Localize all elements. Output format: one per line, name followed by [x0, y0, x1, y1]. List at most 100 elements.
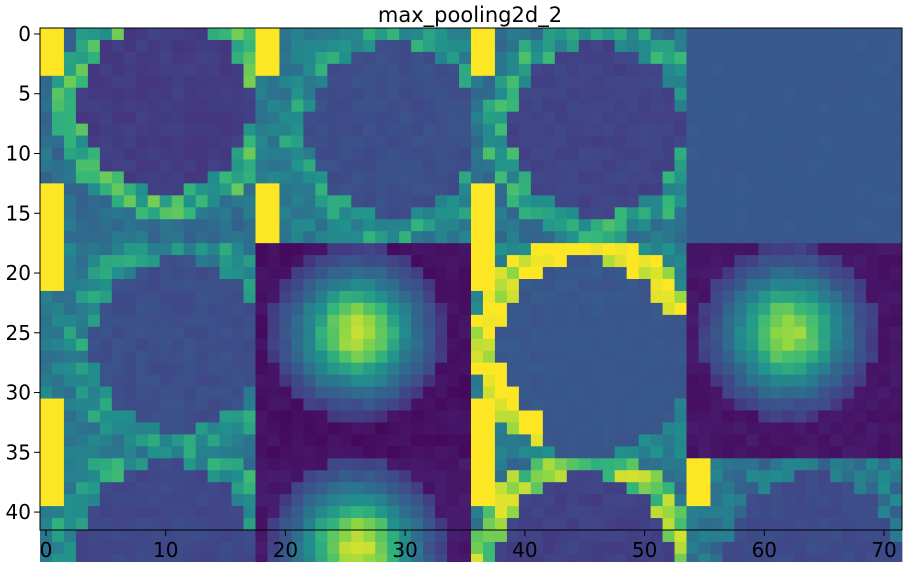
- heatmap-cell: [184, 399, 196, 411]
- heatmap-cell: [208, 124, 220, 136]
- heatmap-cell: [890, 100, 902, 112]
- heatmap-cell: [567, 195, 579, 207]
- heatmap-cell: [878, 506, 890, 518]
- heatmap-cell: [746, 518, 758, 530]
- heatmap-cell: [483, 40, 495, 52]
- heatmap-cell: [208, 28, 220, 40]
- heatmap-cell: [507, 64, 519, 76]
- heatmap-cell: [627, 219, 639, 231]
- heatmap-cell: [256, 470, 268, 482]
- heatmap-cell: [639, 339, 651, 351]
- heatmap-cell: [208, 458, 220, 470]
- heatmap-cell: [878, 422, 890, 434]
- heatmap-cell: [279, 506, 291, 518]
- heatmap-cell: [890, 136, 902, 148]
- heatmap-cell: [639, 195, 651, 207]
- heatmap-cell: [495, 279, 507, 291]
- heatmap-cell: [100, 375, 112, 387]
- y-tick-label: 20: [6, 261, 31, 285]
- heatmap-cell: [208, 231, 220, 243]
- heatmap-cell: [291, 136, 303, 148]
- heatmap-cell: [627, 351, 639, 363]
- heatmap-cell: [818, 267, 830, 279]
- heatmap-cell: [555, 494, 567, 506]
- heatmap-cell: [651, 339, 663, 351]
- heatmap-cell: [435, 422, 447, 434]
- heatmap-cell: [495, 482, 507, 494]
- heatmap-cell: [339, 422, 351, 434]
- heatmap-cell: [746, 88, 758, 100]
- heatmap-cell: [447, 542, 459, 554]
- heatmap-cell: [435, 124, 447, 136]
- heatmap-cell: [722, 506, 734, 518]
- heatmap-cell: [830, 52, 842, 64]
- heatmap-cell: [363, 88, 375, 100]
- heatmap-cell: [291, 434, 303, 446]
- heatmap-cell: [591, 279, 603, 291]
- heatmap-cell: [387, 518, 399, 530]
- heatmap-cell: [339, 446, 351, 458]
- heatmap-cell: [519, 148, 531, 160]
- heatmap-cell: [220, 124, 232, 136]
- heatmap-cell: [675, 267, 687, 279]
- heatmap-cell: [40, 399, 52, 411]
- heatmap-cell: [351, 171, 363, 183]
- heatmap-cell: [603, 291, 615, 303]
- heatmap-cell: [579, 339, 591, 351]
- heatmap-cell: [244, 28, 256, 40]
- heatmap-cell: [471, 482, 483, 494]
- heatmap-cell: [315, 112, 327, 124]
- heatmap-cell: [627, 231, 639, 243]
- heatmap-cell: [878, 243, 890, 255]
- heatmap-cell: [758, 434, 770, 446]
- heatmap-cell: [675, 183, 687, 195]
- heatmap-cell: [854, 219, 866, 231]
- heatmap-cell: [148, 506, 160, 518]
- heatmap-cell: [603, 183, 615, 195]
- heatmap-cell: [794, 518, 806, 530]
- heatmap-cell: [327, 375, 339, 387]
- heatmap-cell: [315, 482, 327, 494]
- heatmap-cell: [722, 375, 734, 387]
- heatmap-cell: [734, 183, 746, 195]
- heatmap-cell: [543, 64, 555, 76]
- heatmap-cell: [866, 446, 878, 458]
- heatmap-cell: [327, 387, 339, 399]
- heatmap-cell: [267, 148, 279, 160]
- heatmap-cell: [351, 554, 363, 562]
- heatmap-cell: [267, 159, 279, 171]
- heatmap-cell: [603, 339, 615, 351]
- heatmap-cell: [507, 518, 519, 530]
- heatmap-cell: [411, 339, 423, 351]
- heatmap-cell: [279, 207, 291, 219]
- heatmap-cell: [722, 76, 734, 88]
- heatmap-cell: [52, 76, 64, 88]
- heatmap-cell: [579, 159, 591, 171]
- heatmap-cell: [279, 434, 291, 446]
- heatmap-cell: [543, 518, 555, 530]
- heatmap-cell: [567, 482, 579, 494]
- heatmap-cell: [64, 482, 76, 494]
- heatmap-cell: [639, 148, 651, 160]
- heatmap-cell: [603, 363, 615, 375]
- heatmap-cell: [471, 327, 483, 339]
- heatmap-cell: [615, 458, 627, 470]
- heatmap-cell: [854, 506, 866, 518]
- heatmap-cell: [267, 231, 279, 243]
- heatmap-cell: [471, 339, 483, 351]
- heatmap-cell: [878, 327, 890, 339]
- heatmap-cell: [830, 518, 842, 530]
- heatmap-cell: [507, 112, 519, 124]
- heatmap-cell: [890, 410, 902, 422]
- heatmap-cell: [830, 291, 842, 303]
- heatmap-cell: [555, 470, 567, 482]
- heatmap-cell: [722, 363, 734, 375]
- heatmap-cell: [591, 363, 603, 375]
- heatmap-cell: [303, 554, 315, 562]
- heatmap-cell: [88, 422, 100, 434]
- heatmap-cell: [615, 231, 627, 243]
- heatmap-cell: [639, 100, 651, 112]
- heatmap-cell: [124, 171, 136, 183]
- heatmap-cell: [483, 518, 495, 530]
- heatmap-cell: [710, 255, 722, 267]
